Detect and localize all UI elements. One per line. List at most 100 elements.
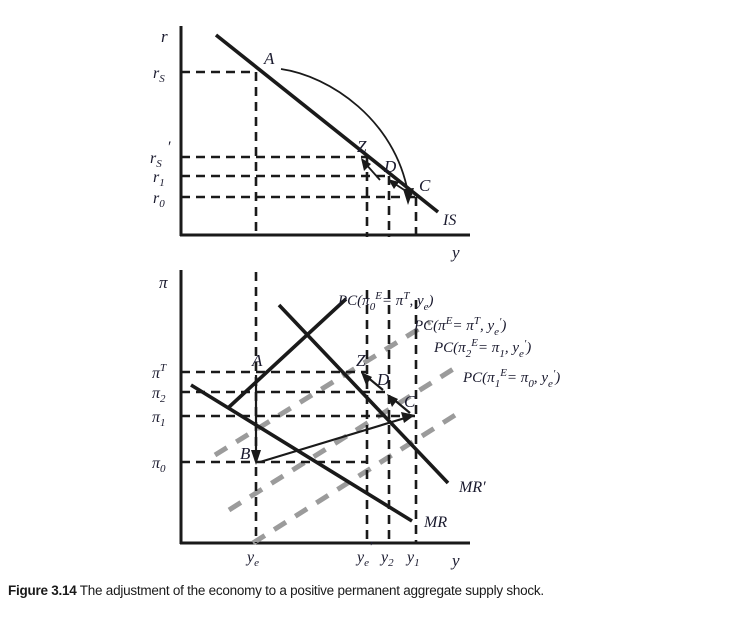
- figure-caption: Figure 3.14 The adjustment of the econom…: [8, 583, 738, 598]
- arrow-to-D-bottom-head: [387, 394, 398, 407]
- arrow-A-to-C: [280, 68, 409, 194]
- svg-text:ye: ye: [245, 549, 259, 569]
- pi-superscript: E: [470, 337, 478, 349]
- pi-glyph-2: π: [521, 370, 529, 386]
- pc-solid-original: [226, 297, 348, 410]
- svg-text:r0: r0: [153, 190, 165, 210]
- bottom-panel-xtick-yeprime: ye ′: [355, 539, 373, 569]
- tick-base: π: [152, 409, 161, 426]
- svg-text:rS: rS: [150, 150, 162, 170]
- svg-text:π1: π1: [152, 409, 166, 429]
- top-panel-x-axis-label: y: [450, 243, 460, 262]
- tick-base: r: [150, 150, 157, 167]
- top-point-label-A: A: [263, 49, 275, 68]
- bottom-panel-x-axis-label: y: [450, 551, 460, 570]
- pi-subscript-2: 0: [528, 378, 534, 390]
- tick-sub: S: [159, 73, 165, 85]
- bottom-panel-tick-pi0: π0: [152, 455, 166, 475]
- bottom-point-label-Z: Z: [356, 351, 366, 370]
- comma: ,: [505, 340, 513, 356]
- bottom-panel-tick-pi2: π2: [152, 385, 166, 405]
- bottom-point-label-B: B: [240, 444, 251, 463]
- comma: ,: [534, 370, 542, 386]
- xtick-sub: e: [364, 557, 369, 569]
- pi-superscript: E: [374, 290, 382, 302]
- pi-subscript-2: 1: [499, 348, 505, 360]
- pi-superscript: E: [499, 367, 507, 379]
- pi-glyph: π: [438, 318, 446, 334]
- comma: ,: [409, 293, 417, 309]
- is-curve: [214, 33, 440, 214]
- bottom-panel-xtick-ye: ye: [245, 549, 259, 569]
- pi-glyph: π: [362, 293, 370, 309]
- arrow-B-to-C: [259, 416, 406, 464]
- tick-base: π: [152, 385, 161, 402]
- tick-base: π: [152, 455, 161, 472]
- close-paren: ): [500, 318, 506, 334]
- pi-subscript: 2: [466, 348, 472, 360]
- svg-text:ye: ye: [355, 549, 369, 569]
- arrow-to-Z-bottom-head: [361, 372, 372, 385]
- y-prime: ′: [553, 368, 556, 380]
- tick-base: r: [153, 169, 160, 186]
- xtick-base: y: [379, 549, 389, 566]
- bottom-point-label-C: C: [404, 392, 416, 411]
- equals-sign: =: [452, 318, 466, 334]
- pc-text-prefix: PC(: [337, 293, 363, 309]
- pc-dashed-1: [213, 319, 432, 458]
- pi-glyph-2: π: [466, 318, 474, 334]
- top-panel-tick-r1: r1: [153, 169, 165, 189]
- close-paren: ): [525, 340, 531, 356]
- top-point-label-C: C: [419, 176, 431, 195]
- bottom-panel: π y πT π2 π1 π0 ye: [152, 270, 560, 570]
- mr-prime-label: MR′: [458, 479, 486, 496]
- tick-sub: 1: [159, 177, 165, 189]
- pc-label-group-2: PC(π2E= π1, ye′): [433, 337, 531, 360]
- pc-label-group-3: PC(π1E= π0, ye′): [462, 367, 560, 390]
- xtick-base: y: [405, 549, 415, 566]
- y-subscript: e: [519, 348, 524, 360]
- top-panel: r y rS rS ′ r1 r0: [150, 26, 470, 262]
- svg-text:π2: π2: [152, 385, 166, 405]
- svg-text:PC(π2E= π1, ye′): PC(π2E= π1, ye′): [433, 337, 531, 360]
- arrow-to-D-head: [388, 179, 399, 189]
- xtick-sub: 1: [414, 557, 420, 569]
- figure-caption-number: Figure 3.14: [8, 583, 77, 598]
- tick-sub: 2: [160, 393, 166, 405]
- comma: ,: [480, 318, 488, 334]
- tick-sup: T: [160, 362, 167, 374]
- pi-subscript: 0: [370, 301, 376, 313]
- tick-sub: 1: [160, 417, 166, 429]
- equals-sign: =: [507, 370, 521, 386]
- xtick-base: y: [355, 549, 365, 566]
- xtick-base: y: [245, 549, 255, 566]
- svg-text:rS: rS: [153, 65, 165, 85]
- bottom-point-label-A: A: [251, 351, 263, 370]
- bottom-panel-tick-pi1: π1: [152, 409, 166, 429]
- xtick-sub: 2: [388, 557, 394, 569]
- close-paren: ): [554, 370, 560, 386]
- svg-text:y2: y2: [379, 549, 394, 569]
- prime-mark: ′: [369, 539, 373, 556]
- y-subscript: e: [548, 378, 553, 390]
- bottom-point-label-D: D: [376, 370, 390, 389]
- tick-sub: 0: [159, 198, 165, 210]
- y-glyph: y: [415, 293, 424, 309]
- tick-base: π: [152, 365, 161, 382]
- pc-text-prefix: PC(: [413, 318, 439, 334]
- pi-glyph: π: [458, 340, 466, 356]
- pi-glyph-2: π: [492, 340, 500, 356]
- top-panel-tick-r0: r0: [153, 190, 165, 210]
- y-glyph: y: [510, 340, 519, 356]
- arrow-A-to-C-head: [403, 188, 414, 205]
- pc-dashed-3: [251, 409, 462, 546]
- bottom-panel-tick-piT: πT: [152, 362, 167, 382]
- y-prime: ′: [499, 316, 502, 328]
- pc-label-group-0: PC(π0E= πT, ye): [337, 290, 434, 313]
- is-curve-label: IS: [442, 212, 456, 229]
- svg-text:PC(πE= πT, ye′): PC(πE= πT, ye′): [413, 315, 506, 338]
- arrow-A-to-B-head: [251, 450, 261, 465]
- figure-caption-text: The adjustment of the economy to a posit…: [79, 583, 544, 598]
- pc-dashed-2: [227, 365, 457, 513]
